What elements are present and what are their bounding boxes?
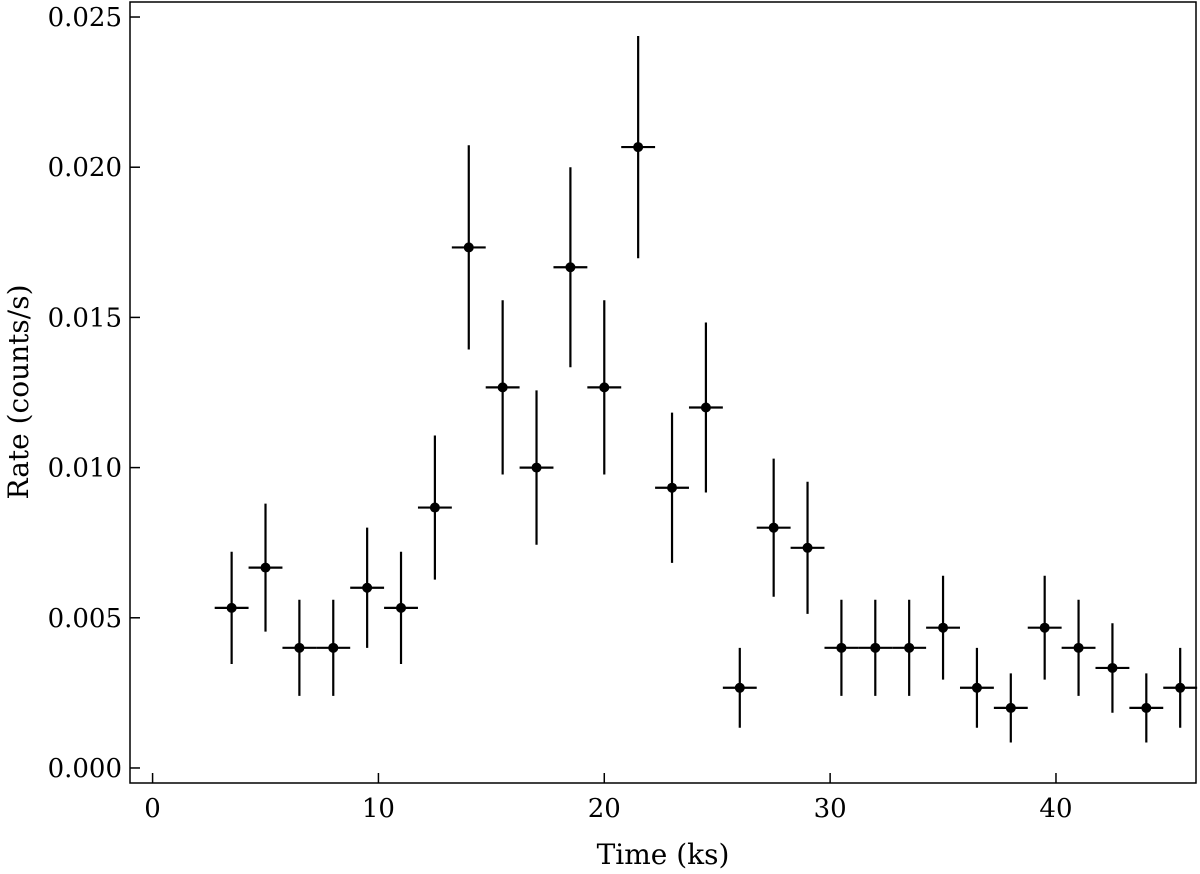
- data-series: [214, 35, 1198, 743]
- point-marker: [870, 642, 881, 653]
- data-point: [892, 599, 927, 696]
- point-marker: [633, 142, 644, 153]
- y-tick-label: 0.025: [48, 3, 122, 33]
- point-marker: [1141, 702, 1152, 713]
- data-point: [316, 599, 351, 696]
- y-axis: 0.000 0.005 0.010 0.015 0.020 0.025: [48, 3, 140, 784]
- data-point: [1163, 647, 1198, 728]
- data-point: [688, 322, 723, 493]
- x-axis-label: Time (ks): [597, 838, 730, 871]
- point-marker: [971, 682, 982, 693]
- data-point: [824, 599, 859, 696]
- y-axis-label: Rate (counts/s): [2, 284, 35, 499]
- point-marker: [1039, 622, 1050, 633]
- point-marker: [836, 642, 847, 653]
- x-axis: 0 10 20 30 40: [144, 773, 1073, 824]
- data-point: [350, 527, 385, 648]
- data-point: [519, 390, 554, 545]
- point-marker: [429, 502, 440, 513]
- data-point: [553, 167, 588, 368]
- data-point: [384, 551, 418, 665]
- point-marker: [599, 382, 610, 393]
- point-marker: [1073, 642, 1084, 653]
- point-marker: [904, 642, 915, 653]
- x-tick-label: 10: [362, 794, 395, 824]
- point-marker: [531, 462, 542, 473]
- y-tick-label: 0.000: [48, 754, 122, 784]
- point-marker: [1107, 662, 1118, 673]
- data-point: [214, 551, 249, 665]
- data-point: [655, 412, 689, 563]
- point-marker: [497, 382, 508, 393]
- y-tick-label: 0.005: [48, 604, 122, 634]
- point-marker: [1005, 702, 1016, 713]
- data-point: [722, 647, 757, 728]
- data-point: [1061, 599, 1096, 696]
- point-marker: [700, 402, 711, 413]
- y-tick-label: 0.015: [48, 303, 122, 333]
- point-marker: [938, 622, 949, 633]
- data-point: [621, 35, 656, 259]
- point-marker: [734, 682, 745, 693]
- point-marker: [226, 602, 237, 613]
- point-marker: [396, 602, 407, 613]
- data-point: [248, 503, 283, 632]
- x-tick-label: 30: [814, 794, 847, 824]
- data-point: [1027, 575, 1062, 680]
- point-marker: [362, 582, 373, 593]
- x-tick-label: 0: [144, 794, 161, 824]
- point-marker: [1175, 682, 1186, 693]
- y-tick-label: 0.020: [48, 153, 122, 183]
- point-marker: [802, 542, 813, 553]
- point-marker: [463, 242, 474, 253]
- point-marker: [294, 642, 305, 653]
- point-marker: [565, 262, 576, 273]
- data-point: [587, 300, 622, 475]
- data-point: [485, 300, 520, 475]
- data-point: [790, 481, 825, 614]
- data-point: [417, 435, 452, 580]
- data-point: [451, 145, 486, 350]
- x-tick-label: 40: [1039, 794, 1072, 824]
- data-point: [282, 599, 317, 696]
- data-point: [959, 647, 994, 728]
- data-point: [993, 673, 1028, 743]
- x-tick-label: 20: [588, 794, 621, 824]
- point-marker: [328, 642, 339, 653]
- point-marker: [768, 522, 779, 533]
- y-tick-label: 0.010: [48, 454, 122, 484]
- point-marker: [667, 482, 678, 493]
- data-point: [858, 599, 893, 696]
- data-point: [756, 458, 791, 597]
- data-point: [1095, 623, 1130, 713]
- data-point: [926, 575, 960, 680]
- data-point: [1129, 673, 1164, 743]
- point-marker: [260, 562, 271, 573]
- plot-frame: [129, 1, 1197, 784]
